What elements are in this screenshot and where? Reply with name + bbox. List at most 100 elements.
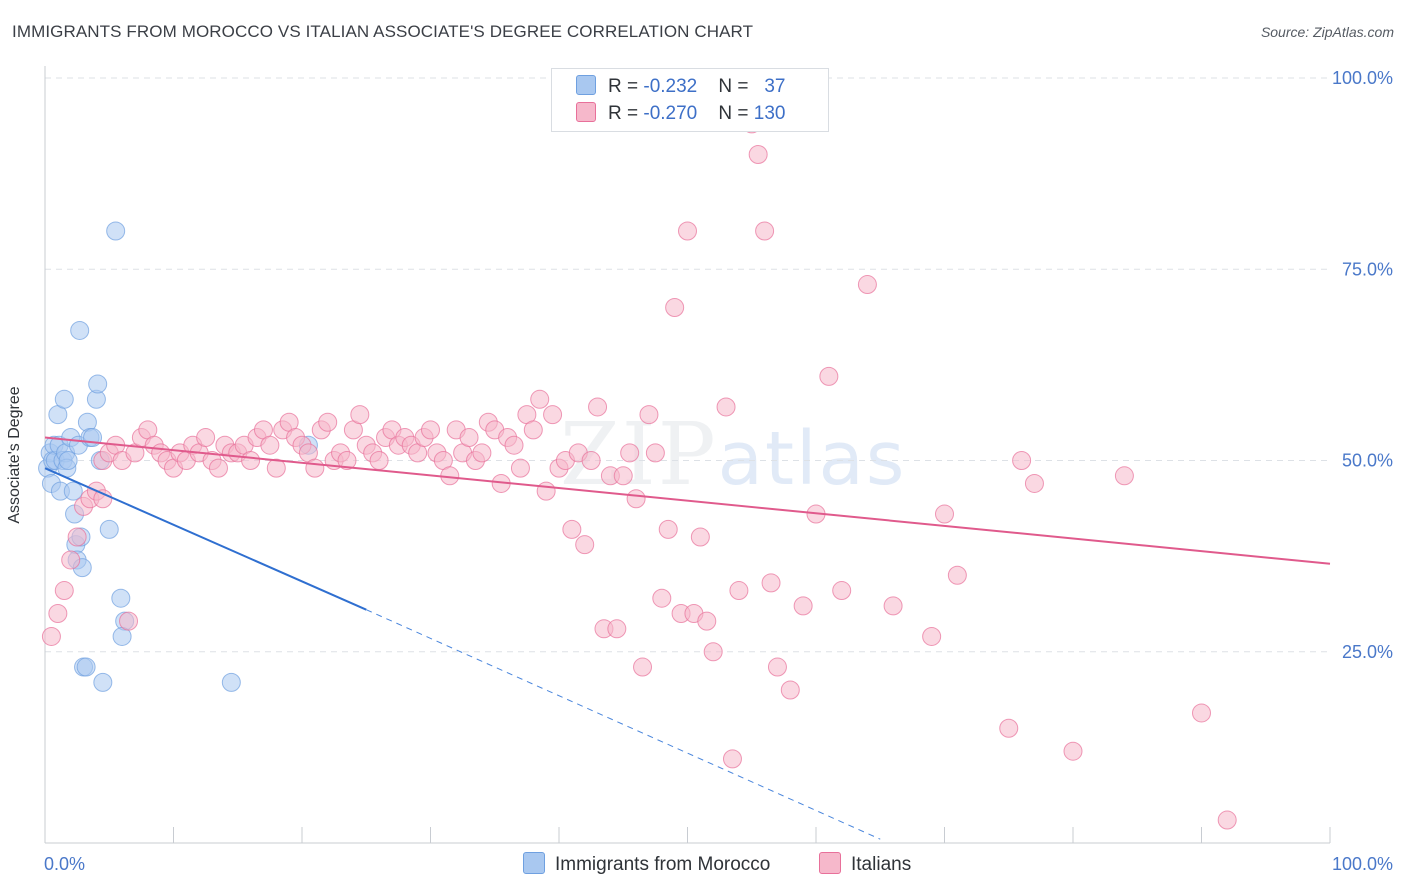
- bottom-legend-label-italians: Italians: [851, 854, 912, 875]
- italians-point: [716, 397, 736, 417]
- legend-n-value: 37: [764, 76, 786, 97]
- chart-title: IMMIGRANTS FROM MOROCCO VS ITALIAN ASSOC…: [12, 22, 754, 41]
- italians-point: [543, 405, 563, 425]
- italians-point: [241, 451, 261, 470]
- y-tick-label: 50.0%: [1342, 451, 1393, 471]
- italians-point: [530, 389, 550, 409]
- italians-point: [260, 435, 280, 455]
- italians-point: [369, 451, 389, 470]
- italians-point: [639, 405, 659, 425]
- italians-point: [1217, 810, 1237, 830]
- italians-point: [472, 443, 492, 463]
- italians-point: [588, 397, 608, 417]
- morocco-point: [99, 519, 119, 539]
- italians-point: [93, 489, 113, 509]
- italians-point: [575, 535, 595, 555]
- bottom-legend-label-morocco: Immigrants from Morocco: [555, 854, 771, 875]
- italians-point: [703, 642, 723, 662]
- italians-point: [947, 565, 967, 585]
- italians-point: [54, 581, 74, 601]
- italians-point: [780, 680, 800, 700]
- y-tick-label: 25.0%: [1342, 642, 1393, 662]
- italians-point: [697, 611, 717, 631]
- italians-point: [690, 527, 710, 547]
- italians-point: [935, 504, 954, 524]
- bottom-legend-morocco: Immigrants from Morocco: [523, 852, 770, 876]
- italians-point: [761, 573, 781, 593]
- legend-n-label: N =: [718, 103, 754, 124]
- morocco-point: [54, 389, 74, 409]
- legend-r-value: -0.232: [643, 76, 698, 97]
- legend-swatch-morocco: [576, 75, 596, 95]
- x-tick-label: 0.0%: [44, 854, 85, 874]
- legend-n-value: 130: [753, 103, 786, 124]
- italians-point: [793, 596, 813, 616]
- italians-point: [504, 435, 524, 455]
- italians-point: [1024, 473, 1044, 493]
- italians-point: [67, 527, 87, 547]
- italians-point: [337, 451, 357, 470]
- italians-point: [1063, 741, 1083, 761]
- y-tick-label: 75.0%: [1342, 259, 1393, 279]
- italians-point: [318, 412, 338, 432]
- italians-point: [645, 443, 665, 463]
- italians-point: [748, 145, 768, 164]
- legend-row-italians: R = -0.270 N = 130: [576, 102, 785, 126]
- italians-point: [613, 466, 633, 486]
- italians-point: [305, 458, 325, 478]
- italians-point: [266, 458, 286, 478]
- italians-point: [1114, 466, 1134, 486]
- italians-point: [633, 657, 653, 677]
- italians-trendline: [44, 436, 1331, 565]
- italians-point: [607, 619, 627, 639]
- x-tick-label: 100.0%: [1332, 854, 1393, 874]
- bottom-legend-swatch-italians: [819, 852, 841, 874]
- italians-point: [819, 366, 839, 386]
- italians-point: [536, 481, 556, 501]
- italians-point: [48, 604, 68, 623]
- italians-point: [510, 458, 530, 478]
- morocco-point: [221, 672, 241, 692]
- source-label: Source: ZipAtlas.com: [1260, 24, 1394, 40]
- italians-point: [729, 581, 749, 601]
- morocco-point: [76, 657, 96, 677]
- y-tick-label: 100.0%: [1332, 68, 1393, 88]
- bottom-legend-swatch-morocco: [523, 852, 545, 874]
- legend-n-label: N =: [718, 76, 754, 97]
- legend-r-label: R =: [608, 76, 644, 97]
- legend-r-value: -0.270: [643, 103, 698, 124]
- morocco-point: [58, 451, 78, 470]
- legend-row-morocco: R = -0.232 N = 37: [576, 75, 785, 99]
- italians-point: [922, 626, 942, 646]
- watermark-atlas: atlas: [717, 416, 907, 502]
- italians-point: [1192, 703, 1211, 723]
- italians-point: [767, 657, 787, 677]
- italians-point: [1012, 451, 1032, 470]
- legend-swatch-italians: [576, 102, 596, 122]
- italians-point: [755, 221, 775, 241]
- italians-point: [665, 298, 685, 317]
- italians-point: [41, 626, 61, 646]
- italians-point: [832, 581, 852, 601]
- italians-point: [459, 428, 479, 448]
- italians-point: [523, 420, 543, 440]
- morocco-point: [70, 320, 90, 340]
- italians-point: [196, 428, 216, 448]
- italians-point: [883, 596, 903, 616]
- morocco-point: [83, 428, 103, 448]
- morocco-point: [111, 588, 131, 608]
- italians-point: [857, 275, 877, 295]
- morocco-trendline-extension: [366, 609, 881, 840]
- legend: R = -0.232 N = 37 R = -0.270 N = 130: [551, 68, 829, 132]
- italians-point: [626, 489, 646, 509]
- italians-point: [678, 221, 697, 241]
- legend-r-label: R =: [608, 103, 644, 124]
- morocco-trendline: [44, 467, 367, 611]
- bottom-legend-italians: Italians: [819, 852, 911, 876]
- italians-point: [658, 519, 678, 539]
- italians-point: [581, 451, 601, 470]
- italians-point: [722, 749, 742, 769]
- italians-point: [119, 611, 139, 631]
- morocco-point: [93, 672, 113, 692]
